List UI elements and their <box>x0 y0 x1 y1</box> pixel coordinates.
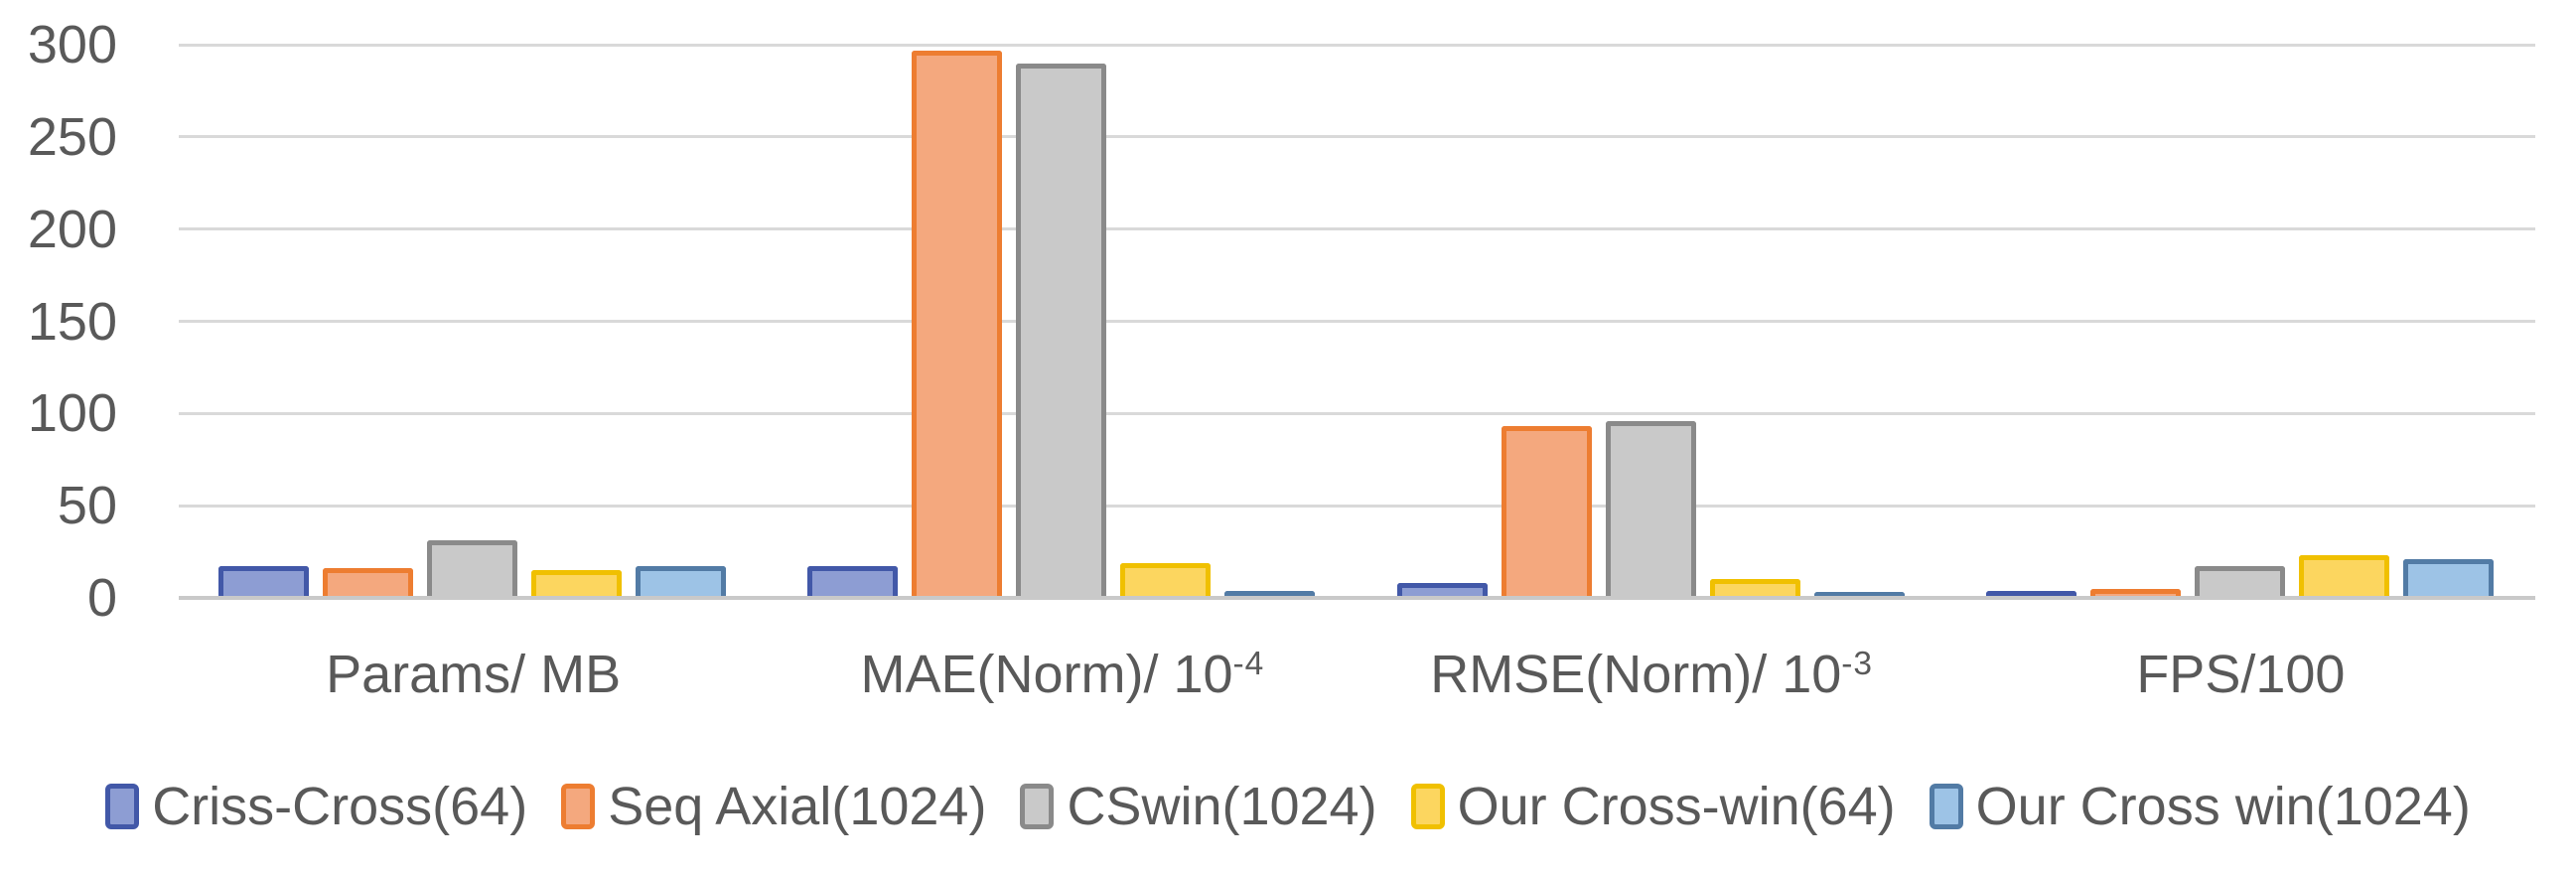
bar-series2-cat4 <box>2089 588 2181 598</box>
y-tick-label: 150 <box>27 291 117 352</box>
bar-series1-cat4 <box>1985 590 2076 598</box>
bar-series2-cat2 <box>912 50 1003 598</box>
bar-series5-cat1 <box>636 566 726 598</box>
y-tick-label: 0 <box>86 568 117 628</box>
legend-item: Criss-Cross(64) <box>105 775 527 838</box>
x-category-label-text: RMSE(Norm)/ 10 <box>1430 645 1842 704</box>
x-category-label-superscript: -3 <box>1841 645 1874 682</box>
bar-series5-cat4 <box>2402 559 2494 598</box>
x-category-label-text: MAE(Norm)/ 10 <box>860 645 1233 704</box>
y-tick-label: 200 <box>27 199 117 259</box>
legend-label: CSwin(1024) <box>1067 777 1377 836</box>
bar-series2-cat1 <box>323 568 413 598</box>
bar-series3-cat2 <box>1016 63 1107 598</box>
x-category-label: RMSE(Norm)/ 10-3 <box>1358 644 1946 713</box>
y-tick-label: 50 <box>57 476 117 536</box>
gridline <box>179 227 2535 231</box>
x-category-label-superscript: -4 <box>1232 645 1265 682</box>
legend-label: Seq Axial(1024) <box>608 777 987 836</box>
y-tick-label: 250 <box>27 106 117 167</box>
legend-swatch-icon <box>561 784 596 829</box>
bar-series1-cat1 <box>218 566 309 598</box>
bar-series3-cat3 <box>1605 420 1696 598</box>
gridline <box>179 504 2535 508</box>
legend-item: Our Cross-win(64) <box>1410 775 1896 838</box>
legend-item: Seq Axial(1024) <box>561 775 986 838</box>
bar-series3-cat4 <box>2194 566 2285 598</box>
gridline <box>179 135 2535 139</box>
y-tick-label: 100 <box>27 383 117 444</box>
legend-swatch-icon <box>1929 784 1963 829</box>
bar-series5-cat3 <box>1813 592 1905 598</box>
x-category-label: FPS/100 <box>1946 644 2535 705</box>
y-tick-label: 300 <box>27 15 117 74</box>
legend-swatch-icon <box>1020 784 1055 829</box>
bar-series4-cat4 <box>2298 555 2389 598</box>
x-category-label-text: Params/ MB <box>326 645 622 704</box>
bar-series3-cat1 <box>427 540 517 598</box>
legend-label: Our Cross win(1024) <box>1975 777 2471 836</box>
legend-label: Criss-Cross(64) <box>152 777 528 836</box>
gridline <box>179 43 2535 47</box>
bar-series2-cat3 <box>1501 426 1592 598</box>
bar-series1-cat2 <box>807 566 899 598</box>
gridline <box>179 411 2535 415</box>
bar-series4-cat3 <box>1709 579 1800 598</box>
x-category-label-text: FPS/100 <box>2136 645 2346 704</box>
bar-series1-cat3 <box>1396 583 1488 598</box>
x-category-label: MAE(Norm)/ 10-4 <box>768 644 1357 713</box>
gridline <box>179 320 2535 323</box>
legend-label: Our Cross-win(64) <box>1457 777 1896 836</box>
x-axis-line <box>179 595 2535 600</box>
x-category-label: Params/ MB <box>179 644 768 705</box>
legend-item: CSwin(1024) <box>1020 775 1377 838</box>
bar-series4-cat1 <box>531 570 622 598</box>
legend-swatch-icon <box>105 784 140 829</box>
legend: Criss-Cross(64) Seq Axial(1024) CSwin(1024… <box>0 775 2576 838</box>
legend-item: Our Cross win(1024) <box>1929 775 2471 838</box>
plot-area <box>179 43 2535 600</box>
bar-series5-cat2 <box>1224 590 1316 598</box>
legend-swatch-icon <box>1410 784 1445 829</box>
bar-series4-cat2 <box>1120 562 1212 598</box>
